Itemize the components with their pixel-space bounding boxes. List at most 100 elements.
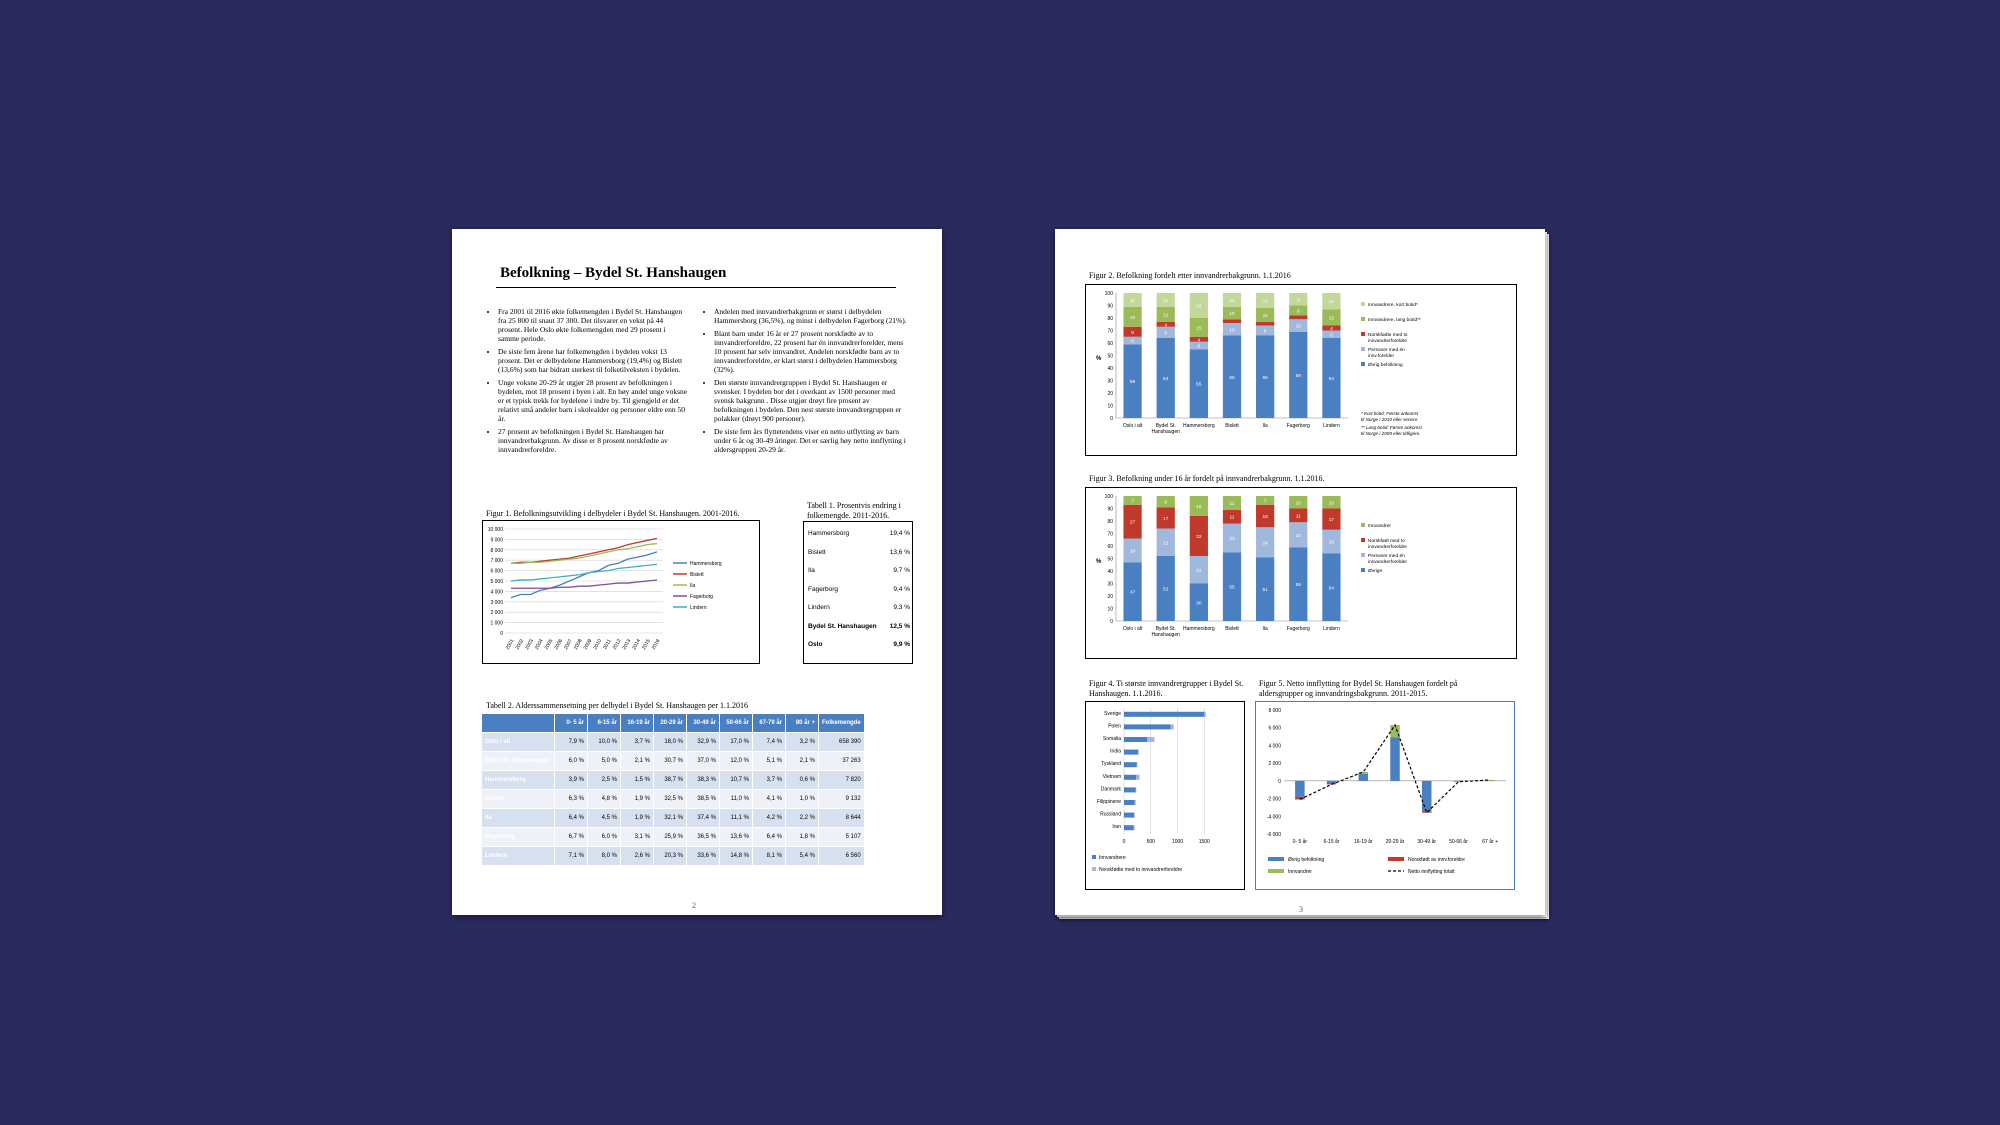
bar-segment xyxy=(1322,496,1341,509)
bar-segment xyxy=(1124,762,1137,768)
legend-label: Fagerborg xyxy=(690,594,713,600)
x-tick-label: 2004 xyxy=(534,638,545,651)
bar-segment xyxy=(1123,326,1142,337)
x-tick-label: 2001 xyxy=(505,638,516,651)
bar-segment xyxy=(1326,780,1337,784)
x-tick-label: 2016 xyxy=(651,638,662,651)
figure-2-chart: 0 10 20 30 40 50 60 70 80 90 100% 59 6 8 16 11 Oslo i al… xyxy=(1085,284,1517,456)
legend-swatch xyxy=(1361,332,1365,336)
table-cell: 25,9 % xyxy=(653,827,687,847)
y-tick-label: 60 xyxy=(1107,544,1113,550)
y-tick-label: 0 xyxy=(1110,619,1113,625)
table-cell: 37 263 xyxy=(818,751,865,771)
y-tick-label: 100 xyxy=(1105,291,1114,297)
data-label: 11 xyxy=(1263,313,1268,319)
data-label: 30 xyxy=(1196,600,1202,606)
y-tick-label: Tyskland xyxy=(1101,761,1121,767)
table-cell-value: 13,6 % xyxy=(889,548,910,556)
bar-segment xyxy=(1189,349,1208,418)
x-tick-label: Hammersborg xyxy=(1183,626,1215,632)
table-row: Lindern 9,3 % xyxy=(808,604,910,611)
x-tick-label: Ila xyxy=(1263,626,1269,632)
bar-segment xyxy=(1170,724,1174,730)
legend-swatch xyxy=(1388,857,1404,861)
data-label: 59 xyxy=(1130,379,1136,385)
table-row-header: Fagerborg xyxy=(482,827,555,847)
table-1: Hammersborg 19,4 % Bislett 13,6 % Ila 9,7 % Fa… xyxy=(803,521,913,664)
legend-label: Norskfødt med to xyxy=(1368,538,1405,544)
table-cell: 7,9 % xyxy=(554,732,588,752)
y-tick-label: Russland xyxy=(1100,812,1121,818)
table-cell: 7,1 % xyxy=(554,846,588,866)
bar-segment xyxy=(1289,547,1308,621)
series-line xyxy=(510,563,658,582)
bar-segment xyxy=(1134,812,1135,818)
table-header-cell: 80 år + xyxy=(785,714,819,733)
y-tick-label: 20 xyxy=(1107,594,1113,600)
x-tick-label: Lindern xyxy=(1323,626,1340,632)
document-page-right: Figur 2. Befolkning fordelt etter innvan… xyxy=(1055,229,1545,915)
x-tick-label: 1500 xyxy=(1199,839,1210,845)
page-title: Befolkning – Bydel St. Hanshaugen xyxy=(500,265,727,281)
data-label: 6 xyxy=(1330,332,1333,338)
bar-segment xyxy=(1289,331,1308,418)
x-tick-label: Hanshaugen xyxy=(1152,429,1181,435)
bar-segment xyxy=(1124,711,1205,717)
table-header-cell: 67-79 år xyxy=(752,714,786,733)
x-tick-label: Hammersborg xyxy=(1183,423,1215,429)
page-number: 2 xyxy=(692,901,696,910)
bar-segment xyxy=(1289,315,1308,320)
data-label: 11 xyxy=(1230,298,1235,304)
legend-swatch xyxy=(1361,362,1365,366)
y-tick-label: 90 xyxy=(1107,507,1113,513)
series-line xyxy=(510,537,658,564)
series-line xyxy=(511,542,658,564)
table-row-header: Hammersborg xyxy=(482,770,555,790)
legend-label: Personer med én xyxy=(1368,347,1405,353)
bar-segment xyxy=(1222,496,1242,510)
y-tick-label: Sverige xyxy=(1104,711,1121,717)
y-tick-label: Filippinene xyxy=(1097,799,1121,805)
table-cell: 6,4 % xyxy=(752,827,786,847)
x-tick-label: 2003 xyxy=(524,638,535,651)
legend-label: Norskfødte med to xyxy=(1368,332,1408,338)
y-tick-label: 8 000 xyxy=(490,548,503,554)
y-tick-label: 4 000 xyxy=(1268,743,1281,749)
table-cell: 6,7 % xyxy=(554,827,588,847)
bar-segment xyxy=(1322,529,1341,554)
table-cell: 6,3 % xyxy=(554,789,588,809)
table-cell: 38,3 % xyxy=(686,770,720,790)
data-label: 55 xyxy=(1196,382,1202,388)
y-tick-label: 70 xyxy=(1107,532,1113,538)
data-label: 9 xyxy=(1164,500,1167,506)
table-cell: 36,5 % xyxy=(686,827,720,847)
title-underline xyxy=(496,287,896,288)
document-page-left: Befolkning – Bydel St. Hanshaugen Fra 20… xyxy=(452,229,942,915)
table-cell: 3,1 % xyxy=(620,827,654,847)
table-header-row: 0- 5 år 6-15 år 16-19 år 20-29 år 30-49 år 50… xyxy=(482,714,865,733)
x-tick-label: 2012 xyxy=(612,638,623,651)
y-tick-label: 90 xyxy=(1107,304,1113,310)
x-tick-label: 16-19 år xyxy=(1354,838,1373,845)
legend-label: Innvandrere xyxy=(1099,855,1126,861)
x-tick-label: 2007 xyxy=(563,638,574,651)
table-cell-name: Oslo xyxy=(808,641,823,648)
x-tick-label: Oslo i alt xyxy=(1123,626,1143,632)
legend-swatch xyxy=(1268,857,1284,861)
x-tick-label: Lindern xyxy=(1323,423,1340,429)
table-row: Fagerborg 6,7 % 6,0 % 3,1 % 25,9 % 36,5 % 13,6… xyxy=(482,827,865,847)
bar-segment xyxy=(1289,508,1308,523)
figure-5-caption: Figur 5. Netto innflytting for Bydel St.… xyxy=(1259,679,1458,698)
bar-segment xyxy=(1256,293,1275,308)
data-label: 16 xyxy=(1196,304,1202,310)
y-tick-label: 30 xyxy=(1107,379,1113,385)
bar-segment xyxy=(1189,496,1208,516)
bullet-item: Andelen med innvandrerbakgrunn er størst… xyxy=(714,307,908,325)
table-cell-value: 19,4 % xyxy=(889,530,910,537)
table-cell: 6,4 % xyxy=(554,808,588,828)
table-cell: 30,7 % xyxy=(653,751,687,771)
table-header-cell: 20-29 år xyxy=(653,714,687,733)
bar-segment xyxy=(1222,306,1242,320)
table-cell: 18,0 % xyxy=(653,732,687,752)
table-row: Bydel St. Hanshaugen 6,0 % 5,0 % 2,1 % 30,7 … xyxy=(482,751,865,771)
